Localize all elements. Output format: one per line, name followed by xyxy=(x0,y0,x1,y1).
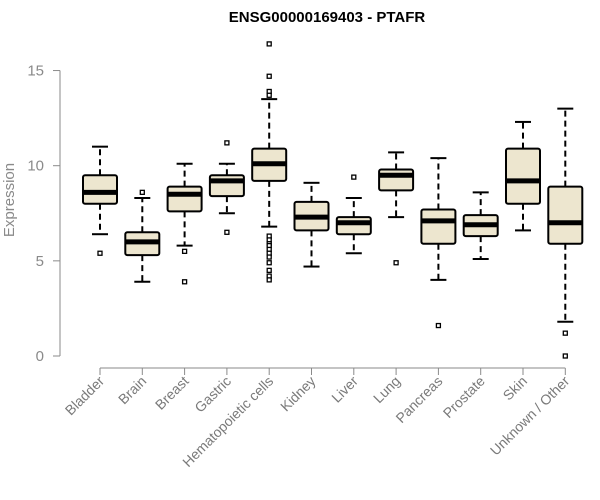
y-tick-label: 10 xyxy=(27,158,44,175)
outlier-point xyxy=(393,260,399,266)
iqr-box xyxy=(82,174,118,205)
y-axis-label: Expression xyxy=(1,163,18,237)
y-tick-label: 15 xyxy=(27,63,44,80)
box-lung xyxy=(378,151,415,266)
box-pancreas xyxy=(420,157,457,329)
outlier-point xyxy=(266,267,272,274)
iqr-box xyxy=(420,208,457,245)
outlier-point xyxy=(181,279,188,285)
outlier-point xyxy=(266,260,272,266)
iqr-box xyxy=(335,216,372,236)
x-tick-label: Bladder xyxy=(62,373,108,419)
box-kidney xyxy=(293,181,330,268)
outlier-point xyxy=(224,229,230,235)
outlier-point xyxy=(562,353,568,359)
y-axis: 0 5 10 15 xyxy=(27,63,61,365)
outlier-point xyxy=(266,41,272,47)
box-breast xyxy=(166,162,203,285)
x-tick-label: Prostate xyxy=(440,373,488,421)
y-tick-label: 5 xyxy=(36,253,44,270)
x-tick-label: Unknown / Other xyxy=(487,373,573,459)
outlier-point xyxy=(266,254,272,260)
y-tick-label: 0 xyxy=(36,348,44,365)
x-tick-label: Pancreas xyxy=(392,373,445,426)
outlier-point xyxy=(266,92,272,98)
outlier-point xyxy=(181,248,188,254)
iqr-box xyxy=(378,168,415,192)
box-hematopoietic-cells xyxy=(251,41,288,283)
outlier-point xyxy=(224,140,230,146)
outlier-point xyxy=(562,330,568,336)
iqr-box xyxy=(547,185,584,245)
x-tick-label: Breast xyxy=(152,373,192,413)
outlier-point xyxy=(266,73,272,79)
box-unknown-other xyxy=(547,107,584,359)
x-tick-label: Liver xyxy=(328,373,361,406)
chart-title: ENSG00000169403 - PTAFR xyxy=(229,9,426,26)
x-tick-label: Skin xyxy=(500,373,531,404)
outlier-point xyxy=(351,174,357,180)
x-tick-label: Brain xyxy=(115,373,149,407)
box-skin xyxy=(505,120,541,232)
outlier-point xyxy=(435,322,442,329)
x-tick-label: Kidney xyxy=(277,373,319,415)
iqr-box xyxy=(166,185,203,213)
box-brain xyxy=(124,189,161,283)
outlier-point xyxy=(97,250,103,256)
outlier-point xyxy=(266,277,272,283)
iqr-box xyxy=(208,174,245,198)
boxes-group xyxy=(82,41,584,359)
outlier-point xyxy=(139,189,145,195)
box-bladder xyxy=(82,145,118,256)
x-tick-label: Lung xyxy=(370,373,403,406)
box-prostate xyxy=(462,191,499,260)
iqr-box xyxy=(505,147,541,205)
box-gastric xyxy=(208,140,245,235)
box-liver xyxy=(335,174,372,255)
